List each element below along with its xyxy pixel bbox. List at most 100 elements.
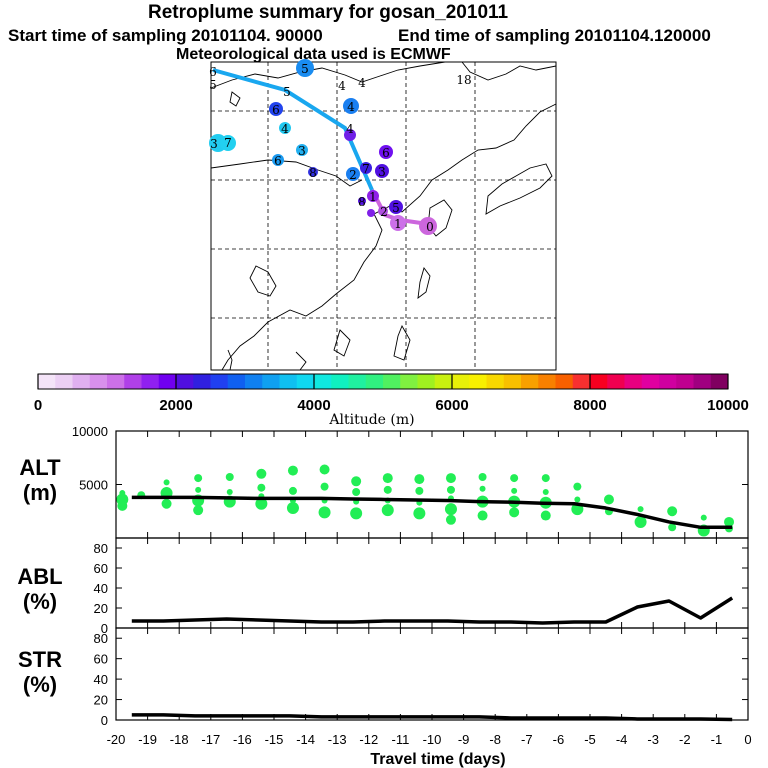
alt-scatter-point: [163, 479, 170, 486]
colorbar-swatch: [193, 374, 211, 389]
colorbar-swatch: [55, 374, 73, 389]
panel-frame: [115, 537, 749, 629]
alt-scatter-point: [700, 514, 707, 521]
alt-scatter-point: [318, 506, 331, 519]
colorbar-swatch: [176, 374, 194, 389]
alt-scatter-point: [193, 505, 204, 516]
x-tick-label: -6: [553, 732, 565, 747]
alt-scatter-point: [352, 487, 361, 496]
alt-scatter-point: [382, 473, 393, 484]
alt-scatter-point: [414, 474, 425, 485]
x-tick-label: -3: [647, 732, 659, 747]
coastlines: [210, 61, 557, 371]
colorbar-tick-label: 8000: [573, 397, 606, 414]
x-tick-label: -8: [489, 732, 501, 747]
str-panel: 0 20 40 60 80: [94, 627, 749, 728]
y-tick-label: 10000: [72, 424, 108, 439]
alt-label: ALT: [19, 455, 61, 480]
colorbar-swatch: [590, 374, 608, 389]
alt-scatter-point: [445, 473, 456, 484]
met-data-label: Meteorological data used is ECMWF: [176, 46, 451, 63]
map-marker-label: 7: [224, 136, 232, 150]
str-series-line: [131, 713, 733, 722]
colorbar-swatch: [124, 374, 142, 389]
map-marker-label: 5: [392, 201, 400, 215]
cluster-marker: [296, 59, 314, 77]
alt-panel-label: ALT (m): [12, 455, 68, 505]
colorbar-swatch: [521, 374, 539, 389]
colorbar-swatch: [383, 374, 401, 389]
alt-scatter-point: [350, 507, 363, 520]
colorbar-tick-label: 4000: [297, 397, 330, 414]
map-marker-label: 3: [210, 137, 218, 151]
map-marker-label: 3: [378, 165, 386, 179]
map-marker-label: 18: [456, 73, 471, 87]
map-marker-label: 4: [347, 100, 355, 114]
colorbar-swatch: [245, 374, 263, 389]
colorbar-swatch: [89, 374, 108, 389]
altitude-colorbar: 0 2000 4000 6000 8000 10000 Altitude (m): [34, 373, 749, 428]
cluster-marker: [378, 206, 388, 216]
abl-series-line: [131, 596, 734, 625]
alt-scatter-point: [603, 494, 614, 505]
colorbar-swatch: [572, 374, 591, 389]
alt-scatter-point: [288, 486, 297, 495]
map-marker-label: 4: [281, 122, 289, 136]
alt-scatter-point: [479, 485, 486, 492]
x-tick-label: 0: [744, 732, 751, 747]
alt-scatter-point: [574, 496, 581, 503]
y-tick-label: 80: [94, 541, 108, 556]
colorbar-swatch: [555, 374, 574, 389]
x-tick-label: -17: [201, 732, 220, 747]
panel-frame: [115, 627, 749, 721]
alt-series-line: [131, 495, 733, 530]
colorbar-swatch: [452, 374, 470, 389]
y-tick-label: 40: [94, 581, 108, 596]
alt-unit: (m): [22, 480, 58, 505]
x-tick-label: -7: [521, 732, 533, 747]
colorbar-swatch: [607, 374, 625, 389]
cluster-marker: [360, 162, 372, 174]
colorbar-swatch: [641, 374, 660, 389]
cluster-marker: [269, 102, 283, 116]
y-tick-label: 40: [94, 672, 108, 687]
colorbar-tick-label: 6000: [435, 397, 468, 414]
cluster-marker: [390, 215, 406, 231]
colorbar-tick-label: 0: [34, 397, 42, 414]
y-tick-label: 60: [94, 561, 108, 576]
alt-scatter-point: [634, 515, 647, 528]
colorbar-swatch: [400, 374, 418, 389]
x-axis-label: Travel time (days): [370, 751, 505, 768]
map-marker-label: 7: [362, 162, 370, 176]
alt-scatter-point: [509, 507, 520, 518]
x-tick-label: -1: [711, 732, 723, 747]
cluster-marker: [346, 167, 360, 181]
abl-label: ABL: [17, 564, 63, 589]
alt-scatter-point: [637, 506, 644, 513]
alt-scatter-point: [445, 514, 456, 525]
x-tick-label: -14: [296, 732, 315, 747]
alt-scatter-point: [117, 500, 128, 511]
colorbar-label: Altitude (m): [328, 412, 414, 428]
colorbar-swatch: [469, 374, 487, 389]
map-marker-label: 1: [369, 190, 377, 204]
map-marker-label: 2: [349, 168, 357, 182]
colorbar-swatch: [348, 374, 367, 389]
x-tick-label: -11: [391, 732, 409, 747]
alt-scatter-point: [477, 510, 488, 521]
alt-scatter-point: [724, 516, 735, 527]
abl-unit: (%): [22, 589, 58, 614]
colorbar-swatch: [710, 374, 729, 389]
colorbar-swatch: [227, 374, 246, 389]
x-tick-label: -18: [170, 732, 189, 747]
x-tick-label: -2: [679, 732, 691, 747]
cluster-marker: [367, 209, 375, 217]
alt-scatter-point: [415, 486, 424, 495]
colorbar-tick-label: 10000: [707, 397, 749, 414]
map-marker-label: 5: [209, 78, 217, 92]
y-tick-label: 0: [101, 713, 108, 728]
colorbar-swatch: [296, 374, 315, 389]
alt-scatter-point: [287, 465, 298, 476]
cluster-marker: [296, 144, 308, 156]
